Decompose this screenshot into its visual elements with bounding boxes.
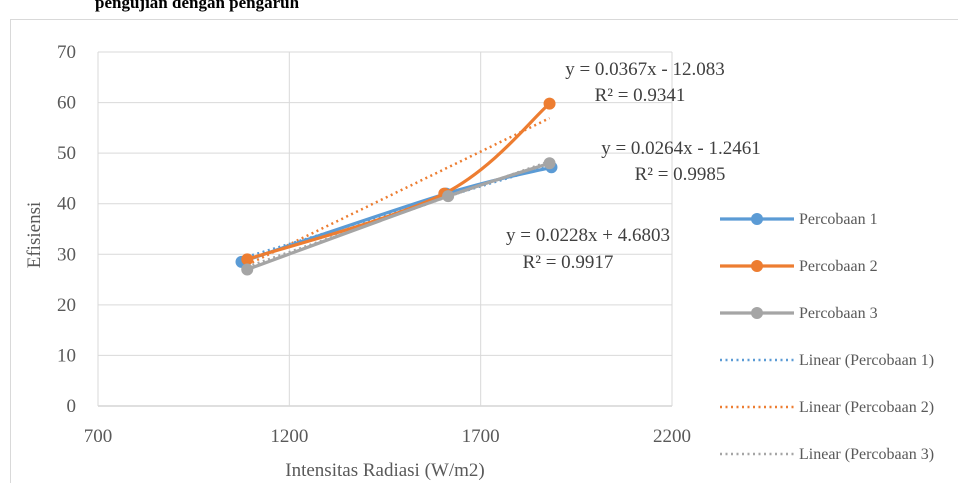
- x-tick-label: 700: [84, 426, 113, 447]
- tick-labels: 0 10 20 30 40 50 60 70 700 1200 1700 2200: [57, 42, 691, 447]
- legend: Percobaan 1 Percobaan 2 Percobaan 3 Linear …: [720, 211, 934, 463]
- chart-frame-top: [10, 19, 958, 20]
- series-lines: [235, 97, 558, 276]
- trendline-r2-1: R² = 0.9917: [523, 252, 614, 273]
- chart-frame-left: [10, 19, 11, 483]
- legend-item-6: Linear (Percobaan 3): [720, 446, 934, 463]
- series-line-2: [245, 101, 552, 261]
- legend-item-4: Linear (Percobaan 1): [720, 352, 934, 369]
- trendline-r2-2: R² = 0.9341: [595, 85, 686, 106]
- legend-item-2: Percobaan 2: [720, 258, 878, 275]
- legend-item-5: Linear (Percobaan 2): [720, 399, 934, 416]
- legend-item-3: Percobaan 3: [720, 305, 878, 322]
- caption-text: pengujian dengan pengaruh: [95, 0, 300, 12]
- legend-label: Linear (Percobaan 3): [799, 446, 934, 463]
- y-axis-title: Efisiensi: [24, 202, 45, 269]
- data-point-s3-2: [442, 190, 455, 203]
- y-tick-label: 30: [57, 244, 76, 265]
- y-tick-label: 70: [57, 42, 76, 63]
- legend-label: Linear (Percobaan 2): [799, 399, 934, 416]
- y-tick-label: 20: [57, 295, 76, 316]
- y-tick-label: 50: [57, 143, 76, 164]
- legend-label: Percobaan 1: [799, 211, 878, 228]
- legend-item-1: Percobaan 1: [720, 211, 878, 228]
- trendline-equations: y = 0.0228x + 4.6803 R² = 0.9917 y = 0.036…: [506, 59, 761, 273]
- data-point-s2-1: [241, 253, 254, 266]
- data-point-s3-3: [543, 157, 556, 170]
- data-point-s3-1: [241, 263, 254, 276]
- y-tick-label: 40: [57, 194, 76, 215]
- trendline-equation-3: y = 0.0264x - 1.2461: [601, 138, 761, 159]
- x-tick-label: 2200: [653, 426, 691, 447]
- trendline-equation-1: y = 0.0228x + 4.6803: [506, 225, 670, 246]
- legend-label: Percobaan 3: [799, 305, 878, 322]
- y-tick-label: 10: [57, 345, 76, 366]
- legend-label: Linear (Percobaan 1): [799, 352, 934, 369]
- legend-label: Percobaan 2: [799, 258, 878, 275]
- legend-marker: [751, 307, 763, 319]
- data-point-s2-3: [543, 97, 556, 110]
- x-tick-label: 1700: [462, 426, 500, 447]
- series-line-3: [245, 161, 552, 272]
- trendline-2: [246, 117, 551, 266]
- x-axis-title: Intensitas Radiasi (W/m2): [285, 460, 484, 481]
- y-tick-label: 60: [57, 93, 76, 114]
- grid-lines: [97, 51, 673, 407]
- legend-marker: [751, 260, 763, 272]
- trendline-r2-3: R² = 0.9985: [635, 164, 726, 185]
- legend-marker: [751, 213, 763, 225]
- x-tick-label: 1200: [270, 426, 308, 447]
- y-tick-label: 0: [67, 396, 77, 417]
- trendline-equation-2: y = 0.0367x - 12.083: [565, 59, 725, 80]
